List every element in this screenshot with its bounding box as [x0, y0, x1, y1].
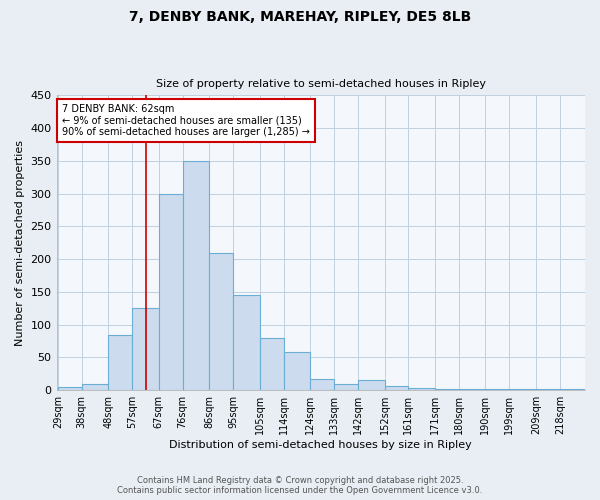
Bar	[435, 389, 459, 390]
Text: 7, DENBY BANK, MAREHAY, RIPLEY, DE5 8LB: 7, DENBY BANK, MAREHAY, RIPLEY, DE5 8LB	[129, 10, 471, 24]
Bar	[536, 389, 560, 390]
Text: Contains HM Land Registry data © Crown copyright and database right 2025.
Contai: Contains HM Land Registry data © Crown c…	[118, 476, 482, 495]
Title: Size of property relative to semi-detached houses in Ripley: Size of property relative to semi-detach…	[156, 79, 486, 89]
Bar	[182, 161, 209, 390]
Bar	[459, 389, 485, 390]
Bar	[109, 334, 132, 390]
Bar	[310, 379, 334, 390]
Bar	[82, 384, 109, 390]
Bar	[485, 389, 509, 390]
Bar	[58, 387, 82, 390]
Bar	[132, 308, 159, 390]
Bar	[560, 389, 584, 390]
Bar	[260, 338, 284, 390]
Y-axis label: Number of semi-detached properties: Number of semi-detached properties	[15, 140, 25, 346]
Bar	[409, 388, 435, 390]
Bar	[358, 380, 385, 390]
X-axis label: Distribution of semi-detached houses by size in Ripley: Distribution of semi-detached houses by …	[169, 440, 472, 450]
Bar	[385, 386, 409, 390]
Text: 7 DENBY BANK: 62sqm
← 9% of semi-detached houses are smaller (135)
90% of semi-d: 7 DENBY BANK: 62sqm ← 9% of semi-detache…	[62, 104, 310, 138]
Bar	[334, 384, 358, 390]
Bar	[284, 352, 310, 390]
Bar	[159, 194, 182, 390]
Bar	[509, 389, 536, 390]
Bar	[209, 252, 233, 390]
Bar	[233, 295, 260, 390]
